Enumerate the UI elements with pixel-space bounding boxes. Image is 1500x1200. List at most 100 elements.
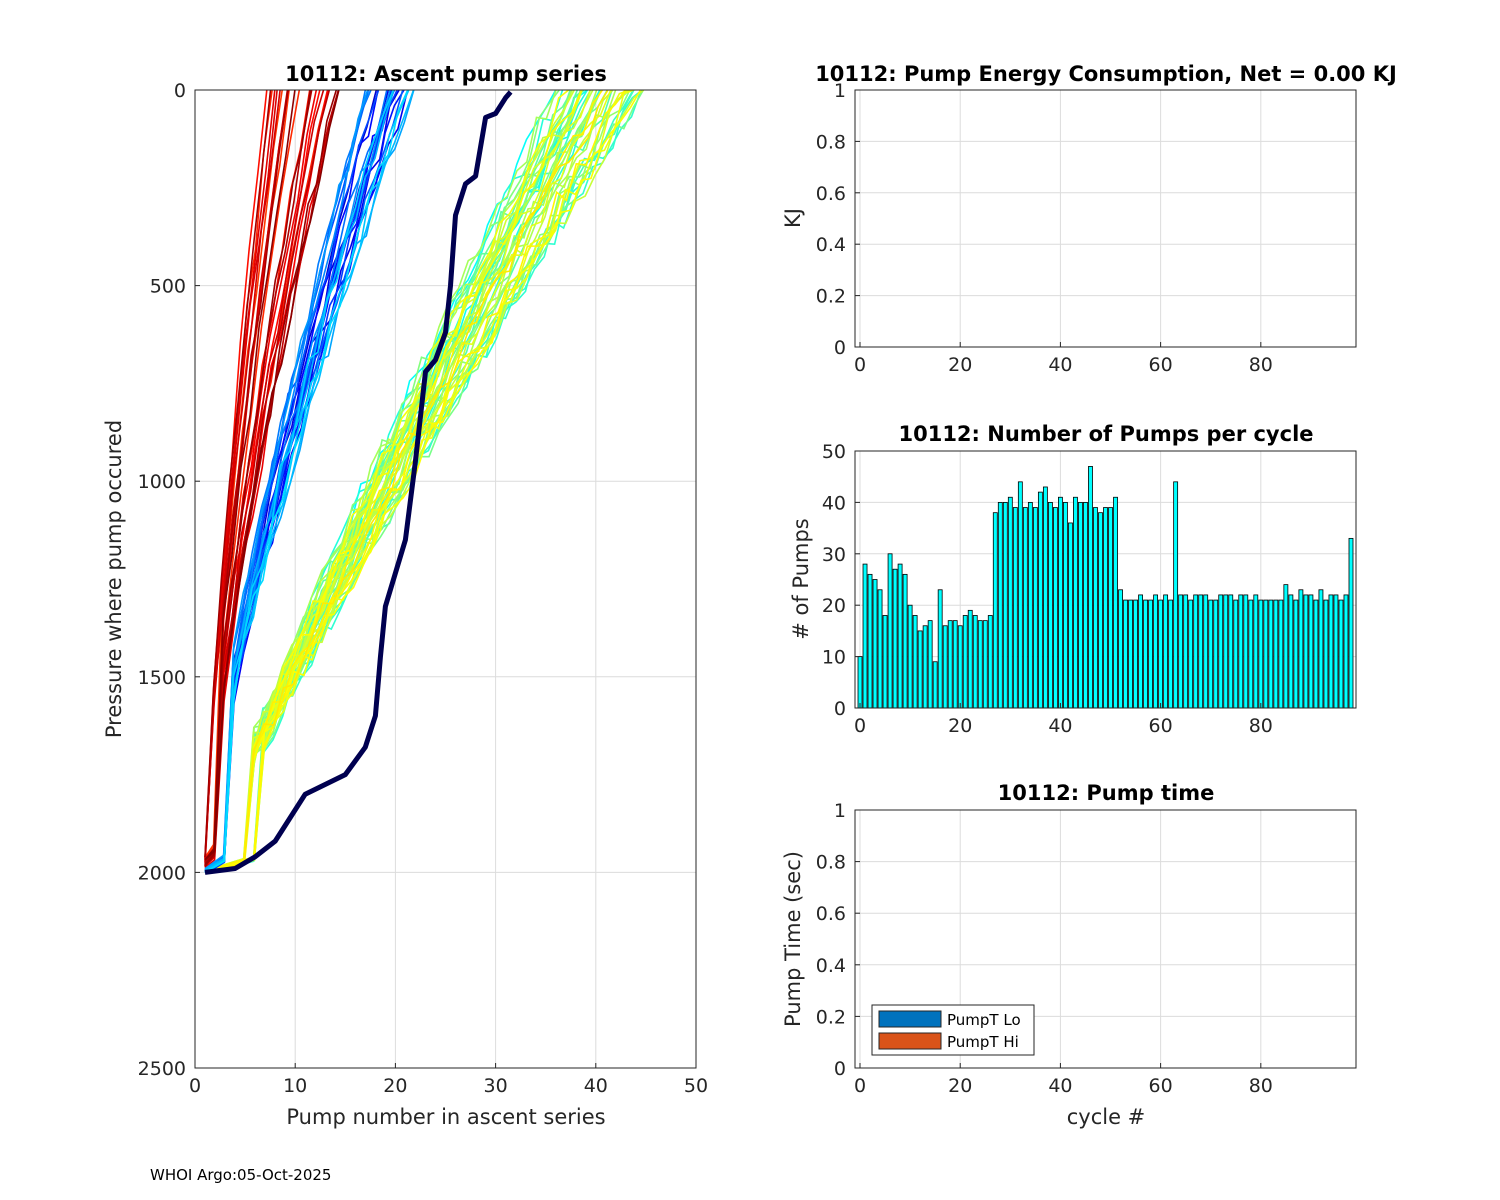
legend-lo-swatch bbox=[878, 1010, 942, 1028]
pumps-title: 10112: Number of Pumps per cycle bbox=[898, 422, 1313, 446]
energy-consumption-chart: 0 20 40 60 80 0 0.2 0.4 0.6 0.8 1 10112: Pump Ener… bbox=[781, 62, 1397, 376]
y-tick-label: 0.8 bbox=[816, 852, 846, 874]
ascent-xlabel: Pump number in ascent series bbox=[286, 1105, 605, 1129]
y-tick-label: 0.6 bbox=[816, 183, 846, 205]
y-tick-label: 20 bbox=[822, 595, 846, 617]
pump-count-bar bbox=[1243, 594, 1249, 709]
ascent-series-line bbox=[204, 90, 557, 873]
pump-count-bar bbox=[962, 615, 968, 709]
y-tick-label: 0 bbox=[834, 1058, 846, 1080]
x-tick-label: 80 bbox=[1249, 354, 1273, 376]
pump-count-bar bbox=[867, 573, 873, 709]
pumptime-legend: PumpT Lo PumpT Hi bbox=[871, 1004, 1035, 1056]
pump-count-bar bbox=[1348, 537, 1354, 709]
pump-count-bar bbox=[1268, 599, 1274, 709]
pumps-ylabel: # of Pumps bbox=[789, 518, 813, 640]
pump-count-bar bbox=[972, 615, 978, 709]
pump-count-bar bbox=[1343, 594, 1349, 709]
x-tick-label: 60 bbox=[1149, 1075, 1173, 1097]
x-tick-label: 20 bbox=[948, 354, 972, 376]
pump-count-bar bbox=[1047, 501, 1053, 709]
pump-count-bar bbox=[912, 615, 918, 709]
pump-count-bar bbox=[1223, 594, 1229, 709]
pump-count-bar bbox=[1258, 599, 1264, 709]
pump-count-bar bbox=[1012, 507, 1018, 709]
pump-count-bar bbox=[1283, 584, 1289, 709]
pump-count-bar bbox=[1053, 507, 1058, 709]
pumps-axes-frame bbox=[854, 450, 1357, 709]
y-tick-label: 0 bbox=[834, 337, 846, 359]
pump-count-bar bbox=[892, 568, 898, 709]
x-tick-label: 30 bbox=[484, 1075, 508, 1097]
x-tick-label: 60 bbox=[1149, 354, 1173, 376]
ascent-series-line bbox=[204, 90, 575, 873]
pump-count-bar bbox=[902, 573, 908, 709]
pump-count-bar bbox=[1233, 599, 1239, 709]
pump-count-bar bbox=[1002, 501, 1008, 709]
pump-count-bar bbox=[1042, 486, 1048, 709]
pump-count-bar bbox=[952, 620, 958, 709]
ascent-series-lines bbox=[204, 90, 645, 875]
pump-count-bar bbox=[1108, 507, 1113, 709]
y-tick-label: 2500 bbox=[138, 1058, 186, 1080]
y-tick-label: 0.4 bbox=[816, 955, 846, 977]
pump-count-bar bbox=[1218, 594, 1224, 709]
pump-count-bar bbox=[1308, 594, 1314, 709]
pump-count-bar bbox=[1188, 599, 1194, 709]
y-tick-label: 1000 bbox=[138, 471, 186, 493]
pump-count-bar bbox=[937, 589, 943, 709]
pump-count-bar bbox=[1318, 589, 1324, 709]
pumptime-title: 10112: Pump time bbox=[998, 781, 1215, 805]
energy-axes-frame bbox=[854, 89, 1357, 348]
y-tick-label: 0 bbox=[174, 80, 186, 102]
x-tick-label: 60 bbox=[1149, 715, 1173, 737]
x-tick-label: 50 bbox=[684, 1075, 708, 1097]
pump-count-bar bbox=[1088, 466, 1093, 709]
pump-count-bar bbox=[1323, 599, 1329, 709]
ascent-series-line bbox=[204, 90, 570, 874]
pump-count-bar bbox=[982, 620, 988, 709]
ascent-series-line bbox=[204, 90, 409, 874]
ascent-series-line bbox=[204, 90, 276, 867]
pump-count-bar bbox=[1058, 496, 1063, 709]
ascent-series-line bbox=[204, 90, 272, 858]
legend-lo-label: PumpT Lo bbox=[947, 1011, 1021, 1029]
pump-count-bar bbox=[862, 563, 868, 709]
pump-count-bar bbox=[1338, 599, 1344, 709]
pump-count-bar bbox=[1118, 589, 1123, 709]
x-tick-label: 40 bbox=[1048, 715, 1072, 737]
y-tick-label: 40 bbox=[822, 492, 846, 514]
pump-count-bar bbox=[1133, 599, 1138, 709]
pump-count-bar bbox=[922, 625, 928, 709]
pump-count-bar bbox=[1158, 599, 1164, 709]
y-tick-label: 1 bbox=[834, 800, 846, 822]
pump-count-bar bbox=[1017, 481, 1023, 709]
x-tick-label: 0 bbox=[854, 354, 866, 376]
footer-stamp: WHOI Argo:05-Oct-2025 bbox=[150, 1166, 332, 1184]
pump-count-bar bbox=[1198, 594, 1204, 709]
ascent-series-line bbox=[204, 90, 592, 873]
pumptime-xlabel: cycle # bbox=[1067, 1105, 1146, 1129]
pump-count-bar bbox=[1303, 594, 1309, 709]
pump-count-bar bbox=[1032, 507, 1038, 709]
pump-count-bar bbox=[1298, 589, 1304, 709]
pump-count-bar bbox=[1037, 491, 1043, 709]
y-tick-label: 10 bbox=[822, 647, 846, 669]
x-tick-label: 0 bbox=[854, 1075, 866, 1097]
pump-count-bar bbox=[1148, 599, 1153, 709]
pump-count-bar bbox=[932, 661, 938, 709]
pump-count-bar bbox=[1153, 594, 1159, 709]
x-tick-label: 0 bbox=[854, 715, 866, 737]
x-tick-label: 20 bbox=[948, 715, 972, 737]
pumps-per-cycle-chart: 0 20 40 60 80 0 10 20 30 40 50 10112: Number of Pu… bbox=[789, 422, 1357, 737]
ascent-series-line bbox=[204, 90, 609, 874]
pump-count-bar bbox=[1168, 599, 1174, 709]
pumptime-axes-frame bbox=[854, 809, 1357, 1069]
pump-count-bar bbox=[1098, 512, 1103, 709]
x-tick-label: 80 bbox=[1249, 1075, 1273, 1097]
energy-title: 10112: Pump Energy Consumption, Net = 0.… bbox=[815, 62, 1397, 86]
latest-cycle-line bbox=[204, 90, 513, 875]
x-tick-label: 20 bbox=[948, 1075, 972, 1097]
pump-count-bar bbox=[1278, 599, 1284, 709]
